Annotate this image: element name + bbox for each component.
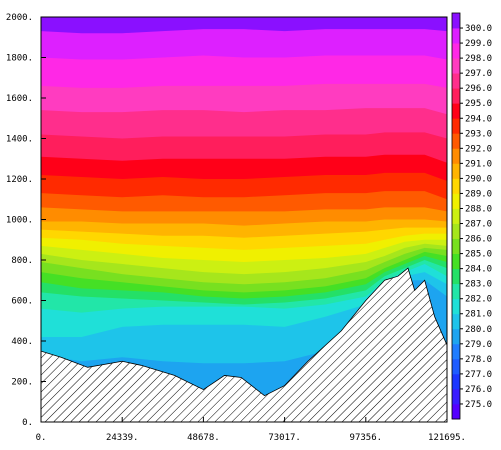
colorbar-tick-label: 284.0 (465, 265, 492, 275)
colorbar-swatch (452, 268, 460, 285)
colorbar-swatch (452, 223, 460, 239)
colorbar-tick-label: 285.0 (465, 250, 492, 260)
colorbar-tick-label: 276.0 (465, 385, 492, 395)
y-tick-label: 800. (11, 256, 33, 266)
y-tick-label: 600. (11, 297, 33, 307)
colorbar-swatch (452, 28, 460, 44)
colorbar-swatch (452, 358, 460, 375)
colorbar-tick-label: 286.0 (465, 235, 492, 245)
colorbar-swatch (452, 118, 460, 134)
colorbar-swatch (452, 328, 460, 345)
colorbar-tick-label: 290.0 (465, 174, 492, 184)
colorbar-tick-label: 294.0 (465, 114, 492, 124)
colorbar-tick-label: 300.0 (465, 24, 492, 34)
colorbar-tick-label: 275.0 (465, 400, 492, 410)
colorbar-swatch (452, 343, 460, 360)
y-axis: 0. 200. 400. 600. 800. 1000. 1200. 1400. 1600. 18… (6, 13, 46, 428)
x-tick-label: 48678. (187, 433, 220, 443)
colorbar-swatch (452, 403, 460, 420)
colorbar-swatch (452, 13, 460, 29)
y-tick-label: 1000. (6, 216, 33, 226)
y-tick-label: 1600. (6, 94, 33, 104)
colorbar-frame (451, 12, 461, 420)
colorbar-tick-label: 280.0 (465, 325, 492, 335)
terrain-profile (41, 267, 447, 422)
colorbar-swatch (452, 163, 460, 179)
colorbar-tick-label: 292.0 (465, 144, 492, 154)
x-tick-label: 24339. (106, 433, 139, 443)
colorbar-tick-label: 297.0 (465, 69, 492, 79)
colorbar-tick-label: 281.0 (465, 310, 492, 320)
colorbar-tick-label: 299.0 (465, 39, 492, 49)
colorbar-tick-label: 277.0 (465, 370, 492, 380)
colorbar-tick-label: 289.0 (465, 189, 492, 199)
colorbar-tick-label: 298.0 (465, 54, 492, 64)
colorbar-swatch (452, 208, 460, 224)
x-tick-label: 97356. (350, 433, 383, 443)
colorbar-swatch (452, 238, 460, 254)
colorbar-tick-label: 293.0 (465, 129, 492, 139)
colorbar-swatch (452, 88, 460, 104)
terrain (41, 267, 447, 422)
colorbar-tick-label: 291.0 (465, 159, 492, 169)
colorbar: 275.0 276.0 277.0 278.0 279.0 280.0 281.0 282.0… (451, 12, 492, 420)
colorbar-swatch (452, 43, 460, 59)
colorbar-tick-label: 278.0 (465, 355, 492, 365)
colorbar-swatch (452, 58, 460, 74)
colorbar-tick-label: 295.0 (465, 99, 492, 109)
colorbar-tick-label: 283.0 (465, 280, 492, 290)
colorbar-tick-label: 287.0 (465, 220, 492, 230)
colorbar-swatch (452, 133, 460, 149)
colorbar-tick-label: 296.0 (465, 84, 492, 94)
colorbar-swatch (452, 253, 460, 270)
colorbar-swatch (452, 178, 460, 194)
y-tick-label: 2000. (6, 13, 33, 23)
colorbar-swatch (452, 73, 460, 89)
x-tick-label: 121695. (428, 433, 466, 443)
x-axis: 0. 24339. 48678. 73017. 97356. 121695. (36, 417, 466, 443)
colorbar-tick-label: 282.0 (465, 295, 492, 305)
y-tick-label: 1800. (6, 54, 33, 64)
colorbar-tick-label: 288.0 (465, 204, 492, 214)
colorbar-swatch (452, 193, 460, 209)
y-tick-label: 200. (11, 378, 33, 388)
colorbar-swatch (452, 298, 460, 315)
colorbar-swatch (452, 283, 460, 300)
y-tick-label: 400. (11, 337, 33, 347)
colorbar-swatch (452, 313, 460, 330)
y-tick-label: 1400. (6, 135, 33, 145)
colorbar-swatch (452, 388, 460, 405)
colorbar-tick-label: 279.0 (465, 340, 492, 350)
colorbar-swatch (452, 148, 460, 164)
x-tick-label: 73017. (268, 433, 301, 443)
y-tick-label: 0. (22, 418, 33, 428)
colorbar-swatch (452, 103, 460, 119)
colorbar-swatch (452, 373, 460, 390)
y-tick-label: 1200. (6, 175, 33, 185)
x-tick-label: 0. (36, 433, 47, 443)
